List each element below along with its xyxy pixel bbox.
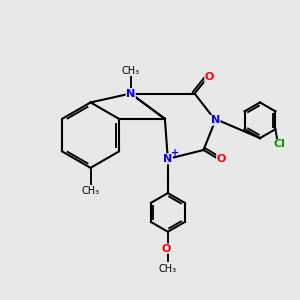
Text: N: N xyxy=(211,115,220,125)
Text: N: N xyxy=(126,88,135,98)
Text: O: O xyxy=(162,244,171,254)
Text: O: O xyxy=(205,72,214,82)
Text: CH₃: CH₃ xyxy=(82,186,100,196)
Text: O: O xyxy=(217,154,226,164)
Text: CH₃: CH₃ xyxy=(122,66,140,76)
Text: +: + xyxy=(171,148,179,158)
Text: CH₃: CH₃ xyxy=(159,264,177,274)
Text: Cl: Cl xyxy=(274,139,286,149)
Text: N: N xyxy=(163,154,172,164)
